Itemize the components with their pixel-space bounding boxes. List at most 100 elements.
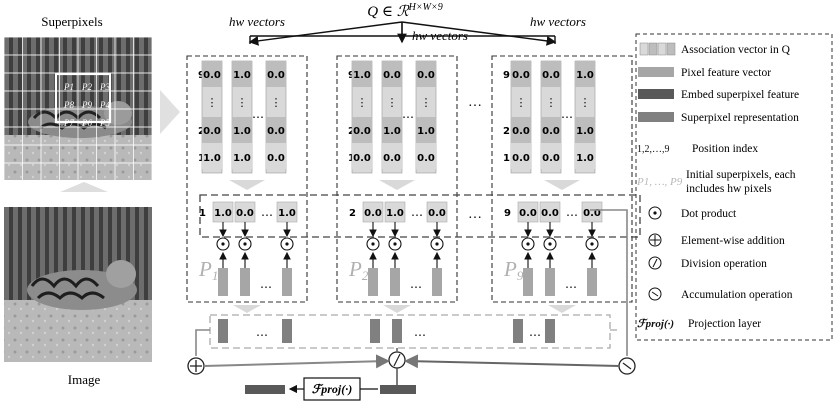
vectors-ellipsis: … [252, 107, 264, 121]
position-label-2: 2 [503, 126, 510, 137]
association-value: 0.0 [542, 153, 560, 164]
association-value: 0.0 [383, 70, 401, 81]
pixel-feature-bar [282, 268, 292, 296]
grid-label-p2: P2 [81, 82, 92, 92]
grid-label-p8: P8 [63, 100, 74, 110]
legend-label: Embed superpixel feature [681, 89, 799, 101]
vertical-ellipsis: ⋮ [387, 96, 398, 109]
hw-vectors-label-left: hw vectors [229, 14, 285, 29]
position-label-1: 1 [503, 153, 510, 164]
result-band [199, 194, 641, 238]
association-vector: 1.0 0.0 0.0 ⋮ [351, 60, 373, 174]
position-label-9: 9 [198, 70, 205, 81]
superpixel-image [3, 36, 153, 182]
legend-prefix: P1, …, P9 [636, 176, 683, 188]
vertical-ellipsis: ⋮ [516, 96, 527, 109]
legend-item-division-icon: Division operation [648, 256, 767, 270]
accumulation-node [618, 357, 636, 375]
grid-label-p6: P6 [81, 118, 92, 128]
result-value: 0.0 [541, 208, 559, 219]
representation-bar [545, 319, 555, 343]
result-value: 0.0 [364, 208, 382, 219]
representation-band [209, 314, 611, 349]
grid-label-p7: P7 [63, 118, 74, 128]
legend-label: Initial superpixels, each [686, 169, 796, 181]
group-label-p9: P9 [503, 257, 524, 283]
column-down-arrow [229, 180, 265, 190]
legend-label-2: includes hw pixels [686, 183, 772, 195]
association-value: 0.0 [353, 153, 371, 164]
representation-ellipsis: … [414, 325, 426, 339]
association-value: 0.0 [512, 126, 530, 137]
legend-label: Superpixel representation [681, 112, 799, 124]
association-value: 0.0 [353, 126, 371, 137]
association-value: 0.0 [417, 70, 435, 81]
association-value: 0.0 [203, 70, 221, 81]
q-label-sup: H×W×9 [408, 2, 443, 13]
group-label-p1: P1 [198, 257, 218, 283]
result-position-label: 1 [199, 208, 206, 219]
result-value: 0.0 [519, 208, 537, 219]
legend-label: Association vector in Q [681, 44, 791, 56]
representation-bar [513, 319, 523, 343]
result-ellipsis: … [566, 205, 578, 219]
association-vector: 0.0 0.0 0.0 ⋮ [540, 60, 562, 174]
left-gray-arrow [60, 182, 108, 192]
result-position-label: 9 [504, 208, 511, 219]
association-value: 0.0 [383, 153, 401, 164]
legend-label: Pixel feature vector [681, 67, 771, 79]
association-value: 0.0 [542, 70, 560, 81]
vertical-ellipsis: ⋮ [271, 96, 282, 109]
association-vector: 0.0 0.0 0.0 ⋮ [510, 60, 532, 174]
association-value: 1.0 [203, 153, 221, 164]
representation-bar [370, 319, 380, 343]
result-value: 0.0 [428, 208, 446, 219]
vertical-ellipsis: ⋮ [237, 96, 248, 109]
dot-product-node [280, 237, 294, 251]
result-value: 0.0 [236, 208, 254, 219]
column-down-arrow [379, 180, 415, 190]
superpixels-label: Superpixels [41, 14, 102, 29]
image-label: Image [68, 372, 101, 387]
pixel-feature-bar [368, 268, 378, 296]
result-ellipsis: … [411, 205, 423, 219]
result-row: 1 1.0 0.0 … 1.0 [199, 201, 298, 223]
association-value: 1.0 [417, 126, 435, 137]
result-value: 1.0 [386, 208, 404, 219]
superpixel-grid-labels: P1 P2 P3 P8 P9 P4 P7 P6 P5 [63, 82, 110, 128]
repr-to-add-line [195, 329, 210, 356]
vertical-ellipsis: ⋮ [421, 96, 432, 109]
legend-label: Division operation [681, 258, 767, 270]
column-frame [186, 55, 308, 303]
legend-item-accumulation-icon: Accumulation operation [648, 287, 793, 301]
legend-label: Projection layer [688, 318, 761, 330]
pixel-feature-bar [432, 268, 442, 296]
position-label-2: 2 [348, 126, 355, 137]
association-value: 0.0 [417, 153, 435, 164]
result-row: 2 0.0 1.0 … 0.0 [349, 201, 448, 223]
pixel-feature-bar [390, 268, 400, 296]
legend-prefix: ℱproj(·) [637, 318, 674, 330]
vectors-ellipsis: … [561, 107, 573, 121]
association-vector: 0.0 0.0 1.0 ⋮ [201, 60, 223, 174]
position-label-1: 1 [348, 153, 355, 164]
pixel-bars-ellipsis: … [410, 277, 422, 291]
grid-label-p9: P9 [81, 100, 92, 110]
grid-label-p1: P1 [63, 82, 74, 92]
position-label-2: 2 [198, 126, 205, 137]
dot-product-node [543, 237, 557, 251]
legend-item-element-wise-addition-icon: Element-wise addition [648, 233, 785, 247]
pixel-feature-bar [523, 268, 533, 296]
column-frame [336, 55, 458, 303]
legend-item-dot-product-icon: Dot product [648, 206, 737, 220]
association-vector: 0.0 1.0 0.0 ⋮ [381, 60, 403, 174]
pixel-bars-ellipsis: … [565, 277, 577, 291]
legend-item-embed-superpixel-bar-icon: Embed superpixel feature [638, 89, 799, 101]
column-down-arrow [544, 180, 580, 190]
legend-prefix: 1,2,…,9 [637, 144, 670, 155]
projection-layer-label: ℱproj(·) [312, 382, 352, 396]
